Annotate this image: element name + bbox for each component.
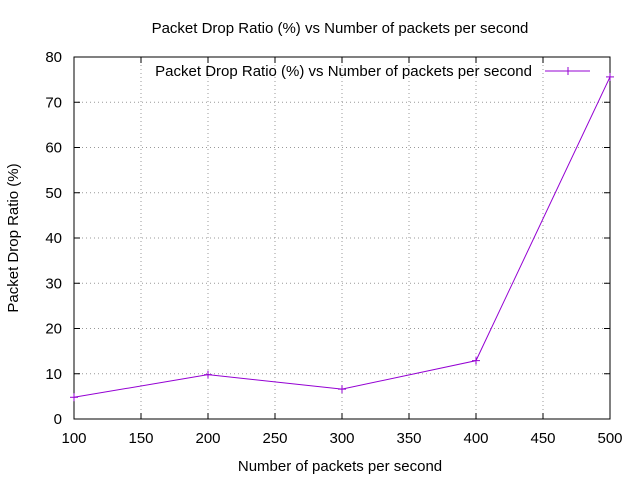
legend: Packet Drop Ratio (%) vs Number of packe… [155,63,590,80]
tick-label-layer: 100 150 200 250 300 350 400 450 500 0 10 20 30 40 50 60… [45,49,622,447]
x-tick-label: 350 [396,430,421,447]
x-tick-label: 450 [530,430,555,447]
y-tick-label: 30 [45,275,62,292]
x-tick-label: 100 [61,430,86,447]
x-tick-label: 400 [463,430,488,447]
x-tick-label: 200 [195,430,220,447]
data-point-marker [70,393,78,402]
y-tick-label: 70 [45,94,62,111]
y-tick-label: 10 [45,366,62,383]
chart-title: Packet Drop Ratio (%) vs Number of packe… [152,20,529,37]
y-tick-label: 50 [45,185,62,202]
grid-layer [74,57,610,419]
x-tick-label: 500 [597,430,622,447]
data-point-marker [338,385,346,394]
series-layer [70,72,614,402]
axis-layer [73,56,611,420]
x-tick-label: 150 [128,430,153,447]
y-tick-label: 80 [45,49,62,66]
legend-label: Packet Drop Ratio (%) vs Number of packe… [155,63,532,80]
data-point-marker [472,356,480,365]
x-tick-label: 250 [262,430,287,447]
x-axis-label: Number of packets per second [238,458,442,475]
data-point-marker [606,72,614,81]
y-tick-label: 20 [45,321,62,338]
y-tick-label: 60 [45,140,62,157]
x-tick-label: 300 [329,430,354,447]
y-tick-label: 40 [45,230,62,247]
y-axis-label: Packet Drop Ratio (%) [5,163,22,312]
y-tick-label: 0 [54,411,62,428]
data-point-marker [204,370,212,379]
